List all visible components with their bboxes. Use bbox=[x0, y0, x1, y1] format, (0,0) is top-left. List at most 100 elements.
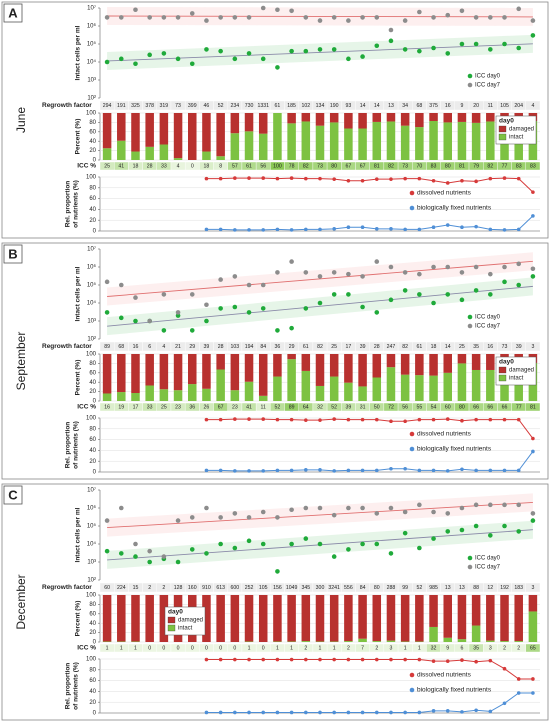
row-cell bbox=[525, 100, 541, 111]
bar-segment bbox=[344, 595, 353, 642]
y-tick-label: 20 bbox=[89, 218, 96, 224]
point bbox=[346, 56, 351, 62]
point bbox=[304, 710, 308, 715]
point bbox=[502, 41, 507, 47]
regrowth-value: 39 bbox=[360, 344, 366, 350]
point bbox=[204, 417, 209, 422]
point bbox=[204, 47, 209, 52]
regrowth-value: 39 bbox=[204, 344, 210, 350]
point bbox=[204, 176, 209, 181]
point bbox=[445, 709, 450, 713]
legend-label: biologically fixed nutrients bbox=[417, 446, 492, 453]
icc-value: 1 bbox=[248, 645, 251, 651]
regrowth-value: 46 bbox=[204, 103, 210, 109]
point bbox=[175, 15, 181, 20]
point bbox=[232, 304, 238, 310]
icc-value: 1 bbox=[290, 645, 293, 651]
point bbox=[318, 710, 322, 715]
point bbox=[161, 15, 167, 20]
regrowth-value: 25 bbox=[331, 344, 337, 350]
point bbox=[459, 505, 465, 511]
bar-segment bbox=[159, 389, 169, 401]
point bbox=[346, 417, 351, 422]
icc-value: 25 bbox=[104, 163, 110, 169]
icc-value: 0 bbox=[219, 645, 222, 651]
y-tick-label: 40 bbox=[89, 689, 96, 695]
y-tick-label: 0 bbox=[93, 158, 97, 164]
y-tick-label: 10³ bbox=[87, 560, 96, 566]
icc-value: 0 bbox=[191, 163, 194, 169]
point bbox=[388, 264, 394, 270]
icc-value: 6 bbox=[460, 645, 463, 651]
point bbox=[389, 466, 393, 471]
icc-value: 78 bbox=[289, 163, 295, 169]
bar-segment bbox=[386, 367, 396, 401]
point bbox=[218, 15, 223, 20]
row-label: ICC % bbox=[77, 404, 96, 411]
point bbox=[403, 710, 407, 715]
y-tick-label: 10² bbox=[87, 337, 96, 343]
point bbox=[502, 15, 507, 20]
point bbox=[232, 545, 238, 551]
point bbox=[275, 468, 280, 473]
icc-value: 16 bbox=[104, 404, 110, 410]
point bbox=[374, 15, 380, 20]
point bbox=[118, 505, 124, 511]
point bbox=[118, 15, 124, 20]
icc-value: 72 bbox=[388, 404, 394, 410]
bar-segment bbox=[486, 354, 495, 370]
point bbox=[360, 417, 365, 422]
point bbox=[303, 270, 309, 275]
y-tick-label: 60 bbox=[89, 129, 96, 135]
icc-value: 2 bbox=[304, 645, 307, 651]
bar-segment bbox=[301, 354, 311, 371]
point bbox=[531, 190, 535, 194]
panel-frame bbox=[1, 242, 549, 480]
point bbox=[488, 15, 493, 20]
icc-value: 23 bbox=[175, 404, 181, 410]
point bbox=[303, 15, 309, 20]
legend-swatch bbox=[409, 446, 415, 452]
icc-value: 8 bbox=[219, 163, 222, 169]
icc-value: 54 bbox=[431, 404, 437, 410]
point bbox=[388, 27, 394, 33]
y-tick-label: 40 bbox=[89, 139, 96, 145]
point bbox=[389, 177, 393, 181]
regrowth-value: 61 bbox=[416, 344, 422, 350]
point bbox=[275, 270, 280, 275]
y-tick-label: 10⁵ bbox=[87, 282, 97, 289]
line bbox=[206, 692, 533, 713]
point bbox=[445, 511, 451, 516]
regrowth-value: 28 bbox=[374, 344, 380, 350]
point bbox=[460, 418, 464, 423]
bar-segment bbox=[173, 158, 183, 160]
point bbox=[431, 225, 436, 230]
bar-segment bbox=[429, 120, 438, 160]
regrowth-value: 15 bbox=[133, 585, 139, 591]
point bbox=[346, 178, 351, 183]
point bbox=[502, 176, 507, 180]
regrowth-value: 13 bbox=[459, 585, 465, 591]
point bbox=[374, 468, 379, 473]
icc-value: 41 bbox=[118, 163, 124, 169]
point bbox=[118, 551, 124, 556]
legend-title: day0 bbox=[499, 118, 514, 125]
bar-segment bbox=[486, 369, 495, 401]
y-tick-label: 100 bbox=[86, 352, 97, 358]
point bbox=[402, 47, 408, 52]
point bbox=[189, 292, 195, 297]
legend-label: biologically fixed nutrients bbox=[417, 687, 492, 694]
point bbox=[516, 529, 522, 534]
bar-segment bbox=[429, 113, 438, 121]
bar-segment bbox=[273, 113, 282, 160]
regrowth-value: 4 bbox=[531, 103, 534, 109]
y-tick-label: 60 bbox=[89, 678, 96, 684]
point bbox=[175, 313, 181, 318]
point bbox=[275, 657, 280, 662]
point bbox=[360, 505, 365, 511]
point bbox=[204, 302, 209, 308]
bar-segment bbox=[415, 113, 424, 128]
panel-month: December bbox=[14, 574, 28, 629]
regrowth-value: 61 bbox=[275, 103, 281, 109]
